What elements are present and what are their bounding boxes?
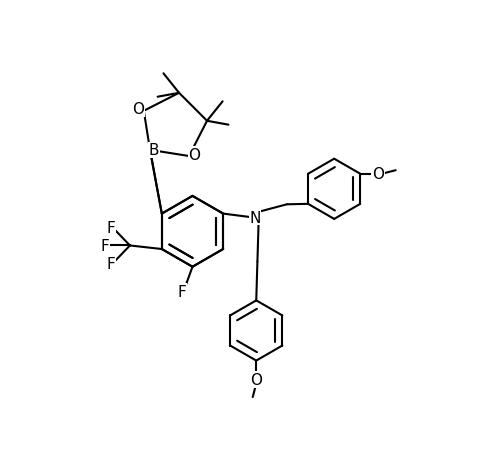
Text: F: F: [106, 256, 115, 271]
Text: O: O: [250, 372, 262, 387]
Text: N: N: [250, 210, 260, 225]
Text: O: O: [188, 147, 200, 162]
Text: F: F: [101, 238, 110, 253]
Text: F: F: [178, 285, 186, 299]
Text: O: O: [132, 102, 144, 117]
Text: F: F: [106, 221, 115, 236]
Text: O: O: [372, 167, 384, 182]
Text: B: B: [148, 143, 159, 158]
